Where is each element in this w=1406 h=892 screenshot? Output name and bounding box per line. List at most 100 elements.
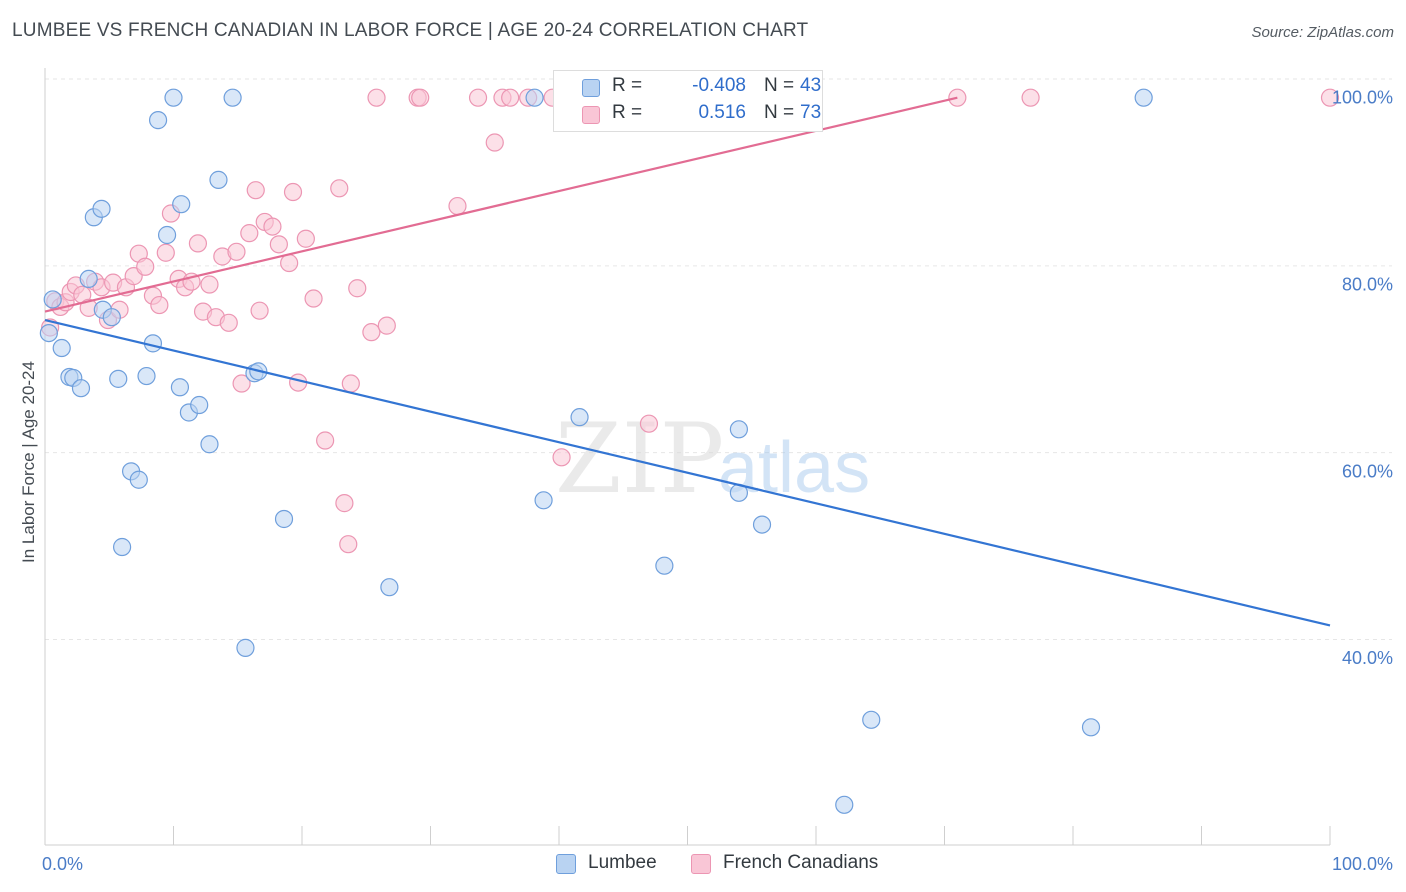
lumbee-legend-label: Lumbee <box>588 852 657 873</box>
french-canadians-legend-swatch <box>691 854 711 874</box>
french-canadians-point <box>639 414 659 433</box>
lumbee-point <box>109 369 128 388</box>
french-canadians-point <box>156 243 175 262</box>
lumbee-r-value: -0.408 <box>692 75 746 96</box>
french-canadians-point <box>232 374 251 393</box>
lumbee-point <box>200 435 219 454</box>
french-canadians-point <box>280 253 299 273</box>
french-canadians-point <box>335 494 354 513</box>
french-canadians-point <box>448 196 467 216</box>
lumbee-point <box>112 537 132 557</box>
lumbee-point <box>1081 718 1101 737</box>
french-canadians-point <box>1021 88 1040 107</box>
n-label: N = <box>764 102 795 123</box>
french-canadians-point <box>367 88 386 107</box>
x-tick-label: 0.0% <box>42 854 83 874</box>
y-tick-label: 60.0% <box>1342 461 1393 481</box>
lumbee-swatch <box>582 79 600 97</box>
lumbee-point <box>157 225 177 245</box>
french-canadians-point <box>296 229 315 248</box>
lumbee-point <box>380 578 399 597</box>
lumbee-point <box>752 515 772 534</box>
lumbee-point <box>164 88 183 107</box>
lumbee-n-value: 43 <box>800 75 822 96</box>
french-canadians-point <box>468 88 488 107</box>
lumbee-point <box>92 199 111 218</box>
french-canadians-point <box>411 88 430 107</box>
french-canadians-trend-line <box>44 96 958 313</box>
lumbee-point <box>835 795 854 814</box>
lumbee-point <box>223 88 242 107</box>
french-canadians-point <box>362 323 381 342</box>
french-canadians-point <box>219 313 238 332</box>
lumbee-point <box>525 88 544 107</box>
lumbee-point <box>655 556 674 575</box>
lumbee-point <box>129 470 148 489</box>
watermark: ZIP atlas <box>555 403 870 515</box>
french-canadians-point <box>304 289 323 308</box>
lumbee-point <box>534 491 553 510</box>
lumbee-point <box>190 395 209 415</box>
lumbee-point <box>729 420 749 439</box>
french-canadians-point <box>348 279 367 298</box>
french-canadians-point <box>227 242 246 261</box>
y-tick-label: 100.0% <box>1332 88 1393 108</box>
lumbee-point <box>137 366 156 386</box>
lumbee-point <box>570 408 589 427</box>
lumbee-point <box>170 378 190 397</box>
french-canadians-point <box>339 535 358 554</box>
french-canadians-point <box>283 182 303 202</box>
french-canadians-point <box>316 431 335 450</box>
french-canadians-point <box>136 257 155 276</box>
french-canadians-point <box>377 316 396 335</box>
lumbee-points <box>39 88 1153 814</box>
y-tick-label: 40.0% <box>1342 648 1393 668</box>
lumbee-point <box>148 111 168 130</box>
french-canadians-point <box>150 295 169 315</box>
french-canadians-point <box>250 301 269 320</box>
french-canadians-n-value: 73 <box>800 102 822 123</box>
french-canadians-swatch <box>582 106 600 124</box>
trend-lines <box>44 96 1331 627</box>
lumbee-point <box>52 338 71 358</box>
french-canadians-point <box>200 275 219 294</box>
r-label: R = <box>612 75 643 96</box>
lumbee-point <box>43 290 62 309</box>
french-canadians-point <box>240 224 259 243</box>
lumbee-point <box>209 170 228 189</box>
lumbee-point <box>172 195 191 214</box>
french-canadians-point <box>330 179 349 198</box>
french-canadians-point <box>552 448 571 467</box>
lumbee-point <box>71 379 91 398</box>
chart-title: LUMBEE VS FRENCH CANADIAN IN LABOR FORCE… <box>12 20 809 41</box>
french-canadians-point <box>501 88 520 107</box>
y-axis-title: In Labor Force | Age 20-24 <box>19 361 38 563</box>
lumbee-point <box>1134 88 1153 107</box>
stats-legend: R = -0.408 N = 43 R = 0.516 N = 73 <box>553 70 823 132</box>
lumbee-point <box>274 509 294 529</box>
axes <box>44 68 1331 846</box>
source-credit: Source: ZipAtlas.com <box>1251 24 1394 41</box>
lumbee-legend-swatch <box>556 854 576 874</box>
r-label: R = <box>612 102 643 123</box>
french-canadians-r-value: 0.516 <box>698 102 746 123</box>
french-canadians-point <box>246 181 265 200</box>
french-canadians-point <box>341 374 360 393</box>
n-label: N = <box>764 75 795 96</box>
lumbee-point <box>862 710 881 729</box>
french-canadians-point <box>1320 88 1340 107</box>
french-canadians-point <box>269 235 288 254</box>
french-canadians-legend-label: French Canadians <box>723 852 879 873</box>
y-tick-label: 80.0% <box>1342 275 1393 295</box>
french-canadians-point <box>485 133 504 152</box>
lumbee-point <box>102 308 121 327</box>
lumbee-point <box>79 269 98 289</box>
lumbee-point <box>236 638 255 657</box>
french-canadians-point <box>263 217 282 236</box>
french-canadians-point <box>188 234 208 253</box>
axis-labels: 40.0% 60.0% 80.0% 100.0% 0.0% 100.0% In Labor … <box>19 88 1393 874</box>
lumbee-point <box>39 323 58 343</box>
gridlines <box>45 78 1392 640</box>
lumbee-trend-line <box>44 318 1331 627</box>
